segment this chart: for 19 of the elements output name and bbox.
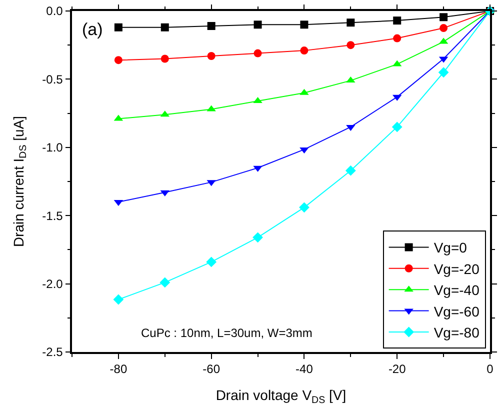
legend-label: Vg=0 bbox=[434, 240, 468, 256]
y-tick-label: -1.5 bbox=[42, 208, 64, 223]
legend-label: Vg=-40 bbox=[434, 282, 480, 298]
legend-label: Vg=-60 bbox=[434, 303, 480, 320]
legend-label: Vg=-80 bbox=[434, 324, 480, 340]
x-tick-label: -20 bbox=[388, 362, 406, 376]
y-tick-label: -0.5 bbox=[42, 72, 64, 86]
x-tick-label: 0 bbox=[486, 362, 494, 376]
x-tick-label: -80 bbox=[110, 362, 128, 376]
y-tick-label: 0.0 bbox=[46, 4, 64, 18]
y-tick-label: -2.0 bbox=[42, 277, 64, 291]
legend-label: Vg=-20 bbox=[434, 260, 480, 277]
annotation: (a) bbox=[82, 20, 103, 39]
x-tick-label: -60 bbox=[202, 362, 220, 376]
x-tick-label: -40 bbox=[296, 362, 314, 376]
y-tick-label: -2.5 bbox=[42, 345, 64, 360]
annotation: CuPc : 10nm, L=30um, W=3mm bbox=[141, 326, 312, 340]
x-axis-title: Drain voltage V$_{DS}$ [V] bbox=[216, 386, 346, 406]
y-tick-label: -1.0 bbox=[42, 140, 64, 155]
